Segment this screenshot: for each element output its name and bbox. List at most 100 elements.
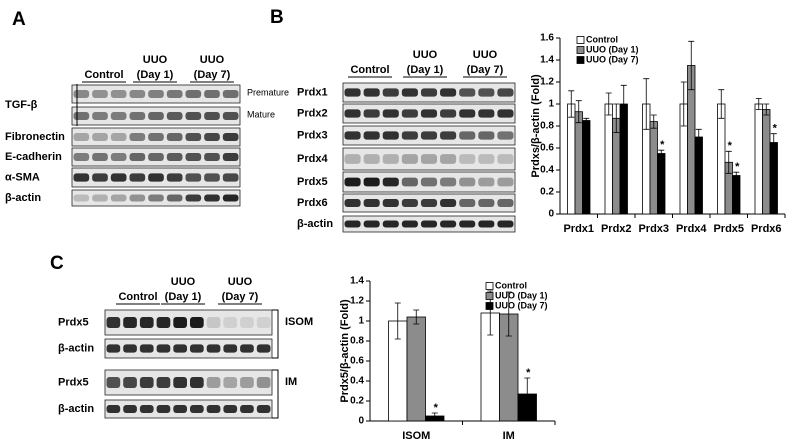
blot-band — [459, 154, 476, 164]
y-tick-label: 1.2 — [540, 77, 554, 88]
bracket — [272, 309, 279, 359]
blot-band — [190, 317, 204, 328]
blot-band — [73, 112, 90, 120]
blot-band — [240, 317, 254, 328]
blot-band — [401, 220, 418, 228]
blot-band — [382, 154, 399, 164]
blot-band — [420, 177, 438, 187]
x-tick-label: Prdx4 — [676, 223, 707, 235]
blot-band — [420, 154, 438, 164]
blot-strip — [104, 338, 273, 359]
blot-band — [222, 90, 239, 98]
legend-label: UUO (Day 1) — [586, 44, 639, 54]
y-tick-label: 1 — [548, 99, 554, 110]
significance-mark: * — [773, 123, 778, 135]
lane-group-label: (Day 1) — [165, 291, 202, 303]
bar — [754, 103, 763, 215]
blot-band — [123, 377, 137, 388]
blot-band — [240, 405, 254, 413]
blot-band — [478, 154, 495, 164]
blot-band — [185, 112, 202, 120]
legend-swatch — [485, 282, 494, 290]
blot-band — [382, 131, 399, 140]
blot-band — [497, 177, 514, 187]
error-bar — [658, 149, 665, 158]
blot-band — [382, 109, 399, 118]
blot-band — [382, 220, 399, 228]
blot-band — [166, 90, 183, 98]
x-tick-label: Prdx1 — [563, 223, 594, 235]
blot-band — [440, 88, 457, 97]
significance-mark: * — [434, 402, 439, 414]
blot-band — [363, 177, 380, 187]
blot-band — [123, 344, 137, 353]
blot-band — [478, 199, 495, 207]
error-bar — [643, 78, 650, 130]
blot-band — [185, 90, 202, 98]
blot-band — [440, 199, 457, 207]
error-bar — [524, 377, 531, 411]
blot-band — [222, 173, 239, 182]
blot-band — [401, 177, 418, 187]
blot-band — [401, 131, 418, 140]
blot-band — [222, 153, 239, 161]
blot-band — [129, 133, 146, 141]
blot-band — [92, 194, 108, 202]
blot-band — [156, 344, 171, 353]
bar — [732, 175, 741, 215]
blot-band — [204, 90, 220, 98]
y-tick-label: 1.2 — [350, 296, 364, 307]
blot-band — [123, 405, 137, 413]
bar — [769, 142, 778, 215]
lane-group-label: Control — [350, 64, 389, 76]
error-bar — [431, 412, 438, 420]
side-label: Premature — [247, 87, 289, 97]
blot-band — [382, 177, 399, 187]
blot-strip — [342, 147, 516, 171]
blot-band — [204, 112, 220, 120]
row-label: Prdx4 — [297, 153, 328, 165]
blot-band — [110, 153, 127, 161]
blot-band — [185, 194, 202, 202]
blot-band — [240, 377, 254, 388]
blot-band — [223, 405, 238, 413]
blot-band — [106, 317, 121, 328]
bar — [649, 121, 658, 215]
error-bar — [650, 114, 657, 129]
blot-band — [344, 109, 361, 118]
row-label: Prdx2 — [297, 107, 328, 119]
error-bar — [583, 117, 590, 124]
error-bar — [688, 40, 695, 91]
panel-letter: C — [50, 253, 64, 274]
blot-band — [497, 131, 514, 140]
lane-group-label: Control — [118, 291, 157, 303]
blot-band — [106, 405, 121, 413]
blot-band — [363, 220, 380, 228]
lane-group-label: UUO — [200, 54, 225, 66]
blot-band — [206, 317, 221, 328]
blot-band — [344, 154, 361, 164]
y-tick-label: 0.4 — [350, 376, 364, 387]
blot-band — [92, 133, 108, 141]
row-label: Prdx6 — [297, 197, 328, 209]
blot-band — [110, 133, 127, 141]
row-label: β-actin — [5, 192, 41, 204]
blot-band — [240, 344, 254, 353]
legend-swatch — [485, 292, 494, 300]
y-tick-label: 1 — [358, 316, 364, 327]
blot-strip — [71, 84, 241, 104]
blot-band — [173, 344, 187, 353]
blot-band — [129, 112, 146, 120]
blot-band — [204, 133, 220, 141]
blot-band — [497, 154, 514, 164]
blot-band — [440, 154, 457, 164]
x-tick-label: IM — [503, 430, 515, 441]
row-label: Fibronectin — [5, 131, 65, 143]
row-label: β-actin — [58, 342, 94, 354]
blot-band — [123, 317, 137, 328]
y-tick-label: 1.4 — [350, 276, 364, 287]
blot-band — [420, 199, 438, 207]
blot-band — [139, 317, 154, 328]
y-tick-label: 0.6 — [540, 143, 554, 154]
